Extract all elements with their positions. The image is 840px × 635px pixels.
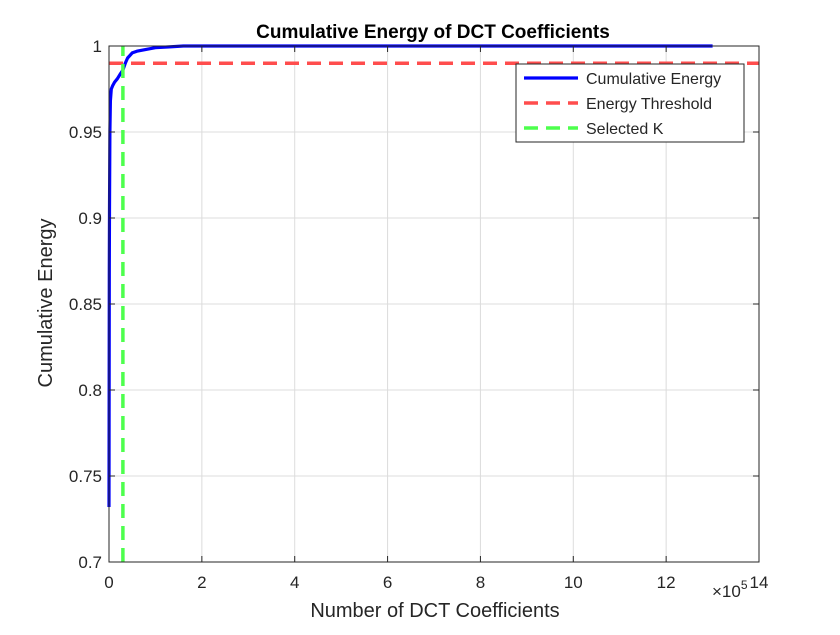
x-axis-multiplier-exponent: 5 [741,578,748,592]
x-tick-label: 14 [750,573,769,592]
x-tick-label: 8 [476,573,485,592]
x-tick-label: 12 [657,573,676,592]
x-axis-label: Number of DCT Coefficients [310,600,559,622]
ticks-layer: 0 2 4 6 8 10 12 14 0.7 0.75 0.8 0.85 0.9 0.95 1 [69,37,769,592]
x-tick-label: 2 [197,573,206,592]
y-tick-label: 0.9 [78,209,102,228]
x-tick-label: 0 [104,573,113,592]
x-tick-label: 6 [383,573,392,592]
legend: Cumulative Energy Energy Threshold Selecte… [515,63,745,143]
y-tick-label: 0.95 [69,123,102,142]
y-tick-label: 0.7 [78,553,102,572]
y-tick-label: 0.8 [78,381,102,400]
x-axis-multiplier-base: ×10 [712,582,741,601]
y-tick-label: 0.85 [69,295,102,314]
x-tick-label: 4 [290,573,299,592]
x-axis-multiplier: ×105 [712,578,748,601]
x-tick-label: 10 [564,573,583,592]
chart-title: Cumulative Energy of DCT Coefficients [256,22,610,43]
legend-label-selected-k: Selected K [586,121,664,138]
y-axis-label: Cumulative Energy [35,219,57,388]
y-tick-label: 0.75 [69,467,102,486]
legend-label-energy-threshold: Energy Threshold [586,96,712,113]
y-tick-label: 1 [93,37,102,56]
legend-label-cumulative-energy: Cumulative Energy [586,71,721,88]
